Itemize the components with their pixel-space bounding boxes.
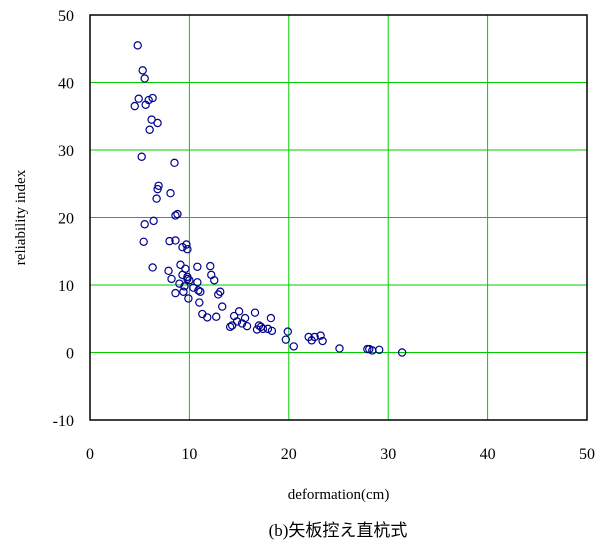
chart-caption: (b)矢板控え直杭式	[269, 521, 408, 540]
data-point	[307, 336, 316, 345]
data-point	[173, 209, 182, 219]
data-point	[183, 245, 192, 254]
data-point	[263, 324, 273, 334]
y-tick-label: 40	[58, 76, 74, 93]
data-point	[148, 93, 157, 103]
data-point	[152, 194, 161, 203]
y-axis-title: reliability index	[13, 169, 29, 265]
plot-frame	[89, 14, 588, 421]
data-point	[250, 308, 260, 317]
data-point	[185, 276, 194, 285]
data-point	[194, 286, 203, 295]
data-point	[178, 242, 187, 252]
data-point	[193, 278, 202, 287]
x-tick-label: 20	[281, 446, 297, 463]
data-point	[227, 321, 237, 330]
data-point	[170, 158, 179, 168]
data-point	[189, 283, 198, 292]
data-point	[144, 95, 153, 105]
data-point	[154, 181, 163, 190]
data-point	[206, 261, 215, 271]
data-point	[193, 262, 202, 271]
data-point	[178, 270, 187, 280]
data-point	[179, 287, 188, 296]
y-tick-label: 10	[58, 278, 74, 295]
data-point	[149, 216, 158, 226]
data-point	[176, 260, 185, 269]
data-point	[139, 237, 148, 246]
data-point	[184, 294, 193, 303]
y-tick-label: 20	[58, 211, 74, 228]
data-point	[138, 66, 147, 75]
data-point	[165, 236, 174, 246]
data-point	[140, 74, 149, 83]
data-point	[234, 307, 244, 316]
data-point	[267, 326, 277, 336]
data-point	[218, 302, 227, 311]
data-point	[140, 220, 149, 229]
data-point	[258, 324, 268, 334]
y-tick-label: 30	[58, 143, 74, 160]
data-point	[283, 327, 293, 336]
data-point	[175, 279, 184, 288]
y-tick-label: 0	[66, 346, 74, 363]
x-axis-title: deformation(cm)	[288, 487, 390, 503]
x-tick-label: 30	[380, 446, 396, 463]
data-point	[134, 94, 143, 103]
data-point	[225, 322, 235, 332]
data-point	[180, 282, 189, 291]
data-point	[171, 236, 180, 245]
x-tick-label: 0	[86, 446, 94, 463]
data-point	[164, 266, 173, 276]
data-point	[281, 335, 291, 344]
data-point	[167, 274, 176, 284]
data-point	[212, 312, 221, 321]
data-point	[335, 344, 344, 353]
data-point	[210, 276, 219, 285]
data-point	[145, 125, 154, 134]
data-point	[318, 336, 327, 346]
data-point	[153, 118, 162, 128]
x-tick-label: 40	[480, 446, 496, 463]
y-tick-label: -10	[53, 413, 74, 430]
data-point	[289, 342, 298, 351]
data-point	[137, 152, 146, 161]
data-point	[397, 348, 407, 357]
data-point	[195, 298, 204, 307]
y-tick-label: 50	[58, 8, 74, 25]
data-point	[237, 319, 247, 328]
data-point	[148, 263, 157, 272]
x-tick-label: 50	[579, 446, 595, 463]
data-point	[183, 274, 192, 284]
data-point	[171, 211, 180, 220]
data-point	[171, 288, 180, 298]
data-point	[266, 313, 276, 323]
data-point	[203, 313, 212, 322]
data-point	[242, 321, 252, 331]
data-point	[133, 41, 142, 50]
data-points	[130, 41, 407, 357]
grid-lines	[90, 15, 587, 420]
data-point	[316, 331, 325, 340]
tick-labels: 0 10 20 30 40 50 -10 0 10 20 30 40 50	[53, 8, 595, 463]
data-point	[252, 325, 262, 334]
data-point	[166, 188, 175, 198]
data-point	[232, 317, 242, 326]
data-point	[196, 287, 205, 296]
data-point	[153, 184, 162, 194]
x-tick-label: 10	[181, 446, 197, 463]
data-point	[130, 101, 139, 111]
data-point	[375, 345, 384, 354]
data-point	[216, 287, 225, 296]
